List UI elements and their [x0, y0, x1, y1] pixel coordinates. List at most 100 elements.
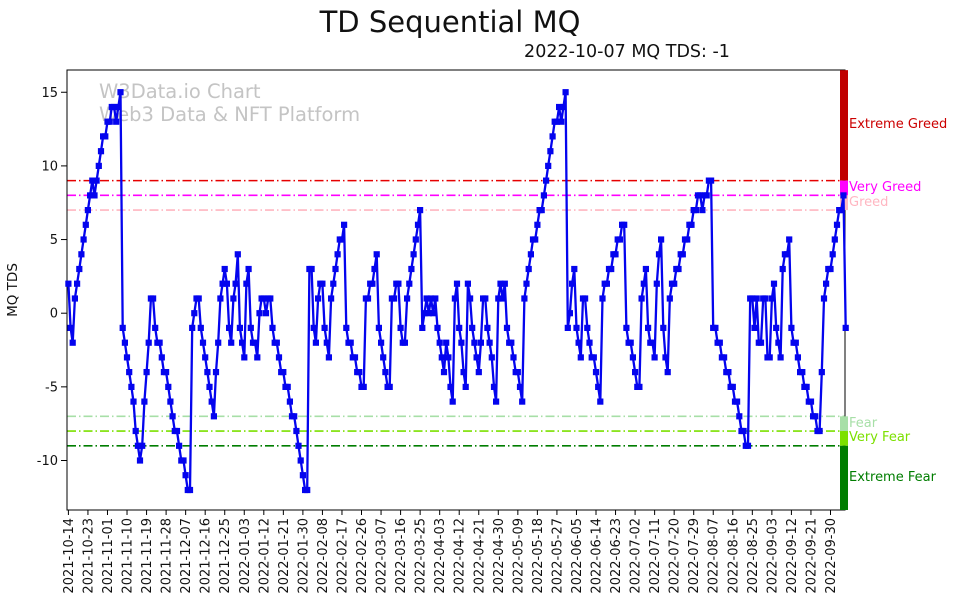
data-point: [343, 324, 350, 331]
data-point: [351, 354, 359, 361]
data-point: [247, 324, 254, 331]
data-point: [469, 324, 476, 331]
data-point: [299, 472, 306, 479]
data-point: [523, 280, 530, 287]
data-point: [391, 295, 398, 302]
data-point: [508, 339, 515, 346]
data-point: [840, 192, 847, 199]
data-point: [195, 295, 202, 302]
data-point: [712, 324, 719, 331]
data-point: [453, 280, 461, 287]
data-point: [421, 310, 428, 317]
y-tick-label: 10: [41, 159, 58, 174]
x-tick-label: 2022-01-03: [238, 518, 253, 594]
data-point: [684, 236, 691, 243]
data-point: [597, 398, 604, 405]
data-point: [158, 354, 165, 361]
data-point: [449, 398, 456, 405]
data-point: [89, 177, 96, 184]
data-point: [191, 310, 198, 317]
data-point: [319, 280, 326, 287]
chart-subtitle: 2022-10-07 MQ TDS: -1: [524, 42, 730, 62]
x-tick-label: 2021-10-23: [81, 518, 96, 594]
data-point: [347, 339, 354, 346]
data-point: [725, 369, 732, 376]
x-tick-label: 2022-05-09: [511, 518, 526, 594]
data-point: [375, 324, 382, 331]
data-point: [186, 486, 194, 494]
data-point: [547, 148, 554, 155]
data-point: [749, 295, 756, 302]
data-point: [419, 324, 426, 331]
data-point: [812, 413, 819, 420]
data-point: [716, 339, 723, 346]
data-point: [71, 295, 78, 302]
data-point: [364, 295, 372, 302]
data-point: [443, 339, 450, 346]
data-point: [788, 324, 795, 331]
x-tick-label: 2022-09-12: [785, 518, 800, 594]
data-point: [67, 324, 74, 331]
data-point: [573, 324, 580, 331]
data-point: [595, 383, 602, 390]
data-point: [106, 118, 113, 125]
data-point: [165, 383, 172, 390]
data-point: [699, 207, 706, 214]
data-point: [139, 442, 146, 449]
data-point: [651, 354, 658, 361]
chart-title: TD Sequential MQ: [319, 5, 581, 39]
data-point: [430, 310, 437, 317]
data-point: [649, 339, 656, 346]
data-point: [334, 251, 341, 258]
data-point: [267, 295, 274, 302]
data-point: [291, 413, 298, 420]
x-tick-label: 2022-04-03: [433, 518, 448, 594]
data-point: [338, 236, 346, 243]
data-point: [653, 280, 660, 287]
data-point: [527, 251, 534, 258]
x-tick-label: 2022-08-16: [726, 518, 741, 594]
data-point: [627, 339, 634, 346]
data-point: [273, 339, 280, 346]
data-point: [152, 324, 159, 331]
data-point: [799, 369, 806, 376]
data-point: [490, 383, 498, 390]
data-point: [386, 383, 393, 390]
y-tick-label: 5: [50, 233, 58, 248]
data-point: [688, 221, 695, 228]
data-point: [823, 280, 830, 287]
data-point: [156, 339, 163, 346]
data-point: [636, 383, 643, 390]
data-point: [136, 457, 144, 464]
data-point: [521, 295, 528, 302]
data-point: [655, 251, 663, 258]
data-point: [603, 280, 610, 287]
data-point: [692, 207, 699, 214]
data-point: [252, 339, 259, 346]
data-point: [373, 251, 380, 258]
data-point: [501, 280, 508, 287]
data-point: [503, 324, 511, 331]
data-point: [545, 162, 552, 169]
data-point: [115, 103, 122, 111]
data-point: [286, 398, 293, 405]
data-point: [640, 280, 647, 287]
x-tick-label: 2022-04-12: [453, 518, 468, 594]
data-point: [121, 339, 128, 346]
x-tick-label: 2022-03-07: [375, 518, 390, 594]
data-point: [206, 383, 213, 390]
data-point: [256, 310, 263, 317]
x-tick-label: 2021-10-14: [62, 518, 77, 594]
data-point: [215, 339, 222, 346]
data-point: [315, 295, 322, 302]
x-tick-label: 2022-07-29: [687, 518, 702, 594]
x-tick-label: 2022-01-12: [257, 518, 272, 594]
data-point: [590, 354, 597, 361]
data-point: [488, 354, 495, 361]
data-point: [145, 339, 152, 346]
x-tick-label: 2022-08-07: [707, 518, 722, 594]
data-point: [87, 192, 94, 199]
data-point: [816, 427, 823, 435]
data-point: [308, 265, 315, 273]
